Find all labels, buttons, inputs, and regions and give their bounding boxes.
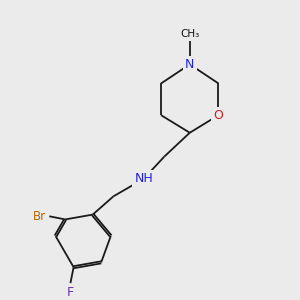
Text: Br: Br [33,210,46,223]
Text: O: O [214,109,223,122]
Text: NH: NH [134,172,153,185]
Text: N: N [185,58,194,71]
Text: CH₃: CH₃ [180,29,200,39]
Text: F: F [67,286,74,299]
